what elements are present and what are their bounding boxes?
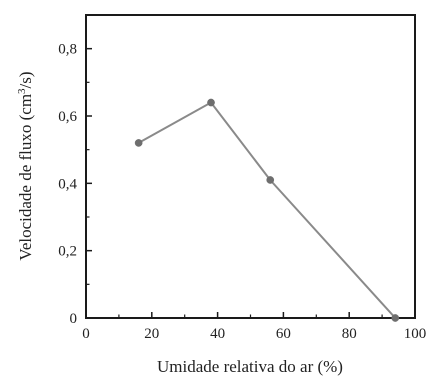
y-axis-title-suffix: /s) — [16, 71, 35, 88]
x-tick-label: 100 — [404, 326, 427, 342]
y-tick-label: 0,4 — [58, 176, 77, 192]
x-tick-label: 60 — [276, 326, 291, 342]
x-axis-title: Umidade relativa do ar (%) — [157, 357, 343, 376]
plot-frame — [85, 14, 416, 319]
x-tick-label: 0 — [82, 326, 90, 342]
data-point — [207, 98, 215, 107]
data-point — [391, 314, 400, 322]
y-axis-ticks: 0 0,2 0,4 0,6 0,8 — [58, 42, 92, 327]
y-tick-label: 0,8 — [58, 42, 77, 58]
x-axis-ticks: 0 20 40 60 80 100 — [82, 312, 426, 342]
y-tick-label: 0 — [70, 311, 78, 327]
y-axis-title: Velocidade de fluxo (cm3/s) — [16, 71, 35, 260]
y-axis-title-superscript: 3 — [16, 88, 28, 94]
x-tick-label: 20 — [144, 326, 159, 342]
data-point — [134, 139, 143, 147]
series-layer — [134, 98, 400, 322]
y-tick-label: 0,2 — [58, 244, 77, 260]
x-tick-label: 40 — [210, 326, 225, 342]
y-tick-label: 0,6 — [58, 109, 77, 125]
series-line — [138, 101, 397, 319]
data-point — [266, 176, 275, 184]
y-axis-title-prefix: Velocidade de fluxo (cm — [16, 94, 35, 261]
x-tick-label: 80 — [342, 326, 357, 342]
